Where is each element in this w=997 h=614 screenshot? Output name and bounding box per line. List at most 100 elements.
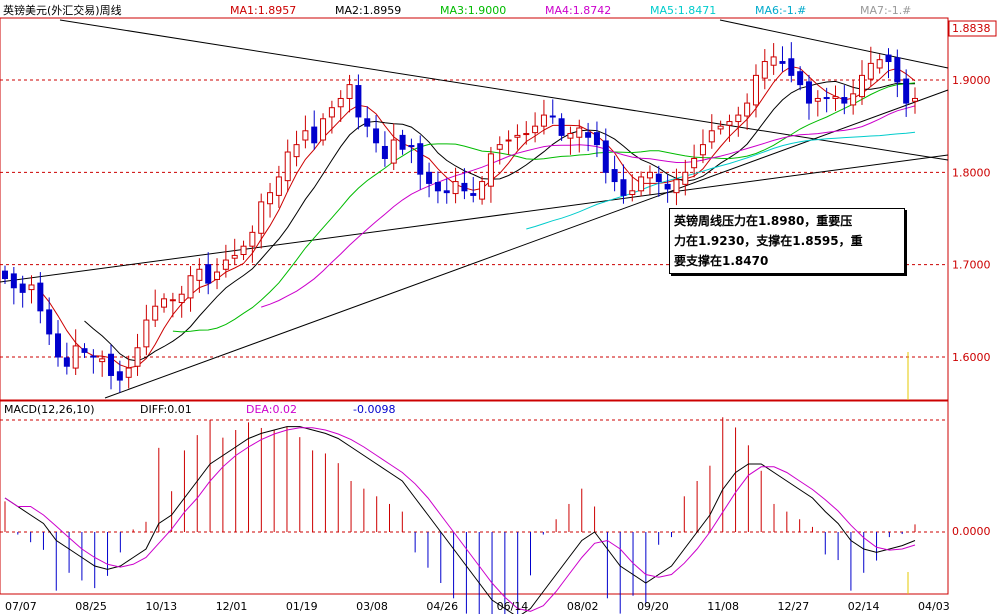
date-tick-label: 04/03 xyxy=(918,600,950,613)
candle-body xyxy=(682,171,689,185)
candle-body xyxy=(629,190,636,195)
candle-body xyxy=(708,130,715,143)
candle-body xyxy=(72,345,79,369)
candle-body xyxy=(638,176,645,192)
grid-layer xyxy=(0,79,948,533)
candle-body xyxy=(355,85,362,118)
date-tick-label: 01/19 xyxy=(286,600,318,613)
candle-body xyxy=(523,133,530,136)
candle-body xyxy=(885,54,892,63)
macd-name: MACD(12,26,10) xyxy=(4,403,95,416)
candle-body xyxy=(461,182,468,192)
date-tick-label: 03/08 xyxy=(356,600,388,613)
candle-body xyxy=(593,132,600,146)
date-tick-label: 09/20 xyxy=(637,600,669,613)
candle-body xyxy=(514,134,521,138)
candle-body xyxy=(805,81,812,104)
macd-layer xyxy=(4,417,916,614)
macd-zero-label: 0.0000 xyxy=(952,525,991,538)
date-tick-label: 08/25 xyxy=(75,600,107,613)
candle-body xyxy=(903,78,910,104)
candle-body xyxy=(108,353,115,376)
ma-legend-item: MA4:1.8742 xyxy=(545,4,611,17)
candle-body xyxy=(876,59,883,69)
support-trendline-steep xyxy=(104,89,949,399)
candle-body xyxy=(381,145,388,159)
ma3-line xyxy=(172,82,916,333)
candle-body xyxy=(894,57,901,83)
candle-body xyxy=(567,133,574,139)
macd-value: -0.0098 xyxy=(353,403,395,416)
candle-body xyxy=(496,144,503,150)
candle-body xyxy=(267,192,274,205)
candle-body xyxy=(328,107,335,118)
candle-body xyxy=(470,193,477,196)
candle-body xyxy=(196,268,203,281)
candle-body xyxy=(426,171,433,184)
candle-body xyxy=(611,169,618,183)
candle-body xyxy=(691,157,698,169)
candle-body xyxy=(275,176,282,196)
candle-body xyxy=(337,97,344,108)
candle-body xyxy=(37,282,44,312)
macd-dea-line xyxy=(4,427,916,612)
date-tick-label: 10/13 xyxy=(145,600,177,613)
ma-legend: MA1:1.8957 MA2:1.8959 MA3:1.9000 MA4:1.8742… xyxy=(230,4,911,17)
ma-legend-item: MA6:-1.# xyxy=(755,4,806,17)
candle-body xyxy=(364,118,371,127)
price-tick-label: 1.6000 xyxy=(952,351,991,364)
candle-body xyxy=(532,125,539,134)
candle-body xyxy=(116,371,123,381)
macd-panel-frame xyxy=(0,400,949,595)
candle-body xyxy=(214,271,221,280)
candle-body xyxy=(346,84,353,99)
candle-body xyxy=(434,181,441,192)
ma2-line xyxy=(84,80,915,362)
annotation-line-2: 力在1.9230，支撑在1.8595，重 xyxy=(674,234,863,248)
candle-body xyxy=(655,173,662,183)
candle-body xyxy=(585,132,592,138)
support-trendline-long xyxy=(0,154,949,283)
candle-body xyxy=(187,275,194,299)
current-price-label: 1.8838 xyxy=(952,22,991,35)
date-tick-label: 06/14 xyxy=(497,600,529,613)
candle-body xyxy=(222,259,229,270)
candle-body xyxy=(99,358,106,363)
date-tick-label: 12/01 xyxy=(216,600,248,613)
candle-body xyxy=(373,128,380,144)
ma-legend-item: MA1:1.8957 xyxy=(230,4,296,17)
resistance-trendline-recent xyxy=(719,19,949,69)
candle-body xyxy=(479,181,486,200)
candle-body xyxy=(302,130,309,141)
ma-legend-item: MA3:1.9000 xyxy=(440,4,506,17)
candle-body xyxy=(505,139,512,142)
macd-dea: DEA:0.02 xyxy=(246,403,297,416)
candle-body xyxy=(726,121,733,126)
candle-body xyxy=(161,298,168,308)
candle-body xyxy=(770,56,777,66)
ma5-line xyxy=(526,131,916,230)
candle-body xyxy=(169,299,176,302)
candle-body xyxy=(841,97,848,104)
candle-body xyxy=(46,309,53,335)
date-tick-label: 02/14 xyxy=(848,600,880,613)
candle-body xyxy=(850,93,857,106)
candle-body xyxy=(28,284,35,291)
chart-title: 英镑美元(外汇交易)周线 xyxy=(3,3,122,17)
candle-body xyxy=(487,153,494,187)
candle-body xyxy=(178,293,185,304)
date-axis-labels: 07/07 08/25 10/13 12/01 01/19 03/08 04/26 06/14… xyxy=(5,600,950,613)
candle-body xyxy=(549,115,556,118)
candle-body xyxy=(408,145,415,148)
candle-body xyxy=(231,254,238,259)
candle-body xyxy=(125,367,132,378)
annotation-line-3: 要支撑在1.8470 xyxy=(674,254,769,268)
candle-body xyxy=(761,61,768,79)
date-tick-label: 04/26 xyxy=(426,600,458,613)
candle-body xyxy=(134,347,141,367)
candlesticks xyxy=(2,42,918,393)
candle-body xyxy=(311,126,318,144)
date-tick-label: 12/27 xyxy=(778,600,810,613)
price-axis-labels: 1.9000 1.8000 1.7000 1.6000 xyxy=(952,74,991,364)
